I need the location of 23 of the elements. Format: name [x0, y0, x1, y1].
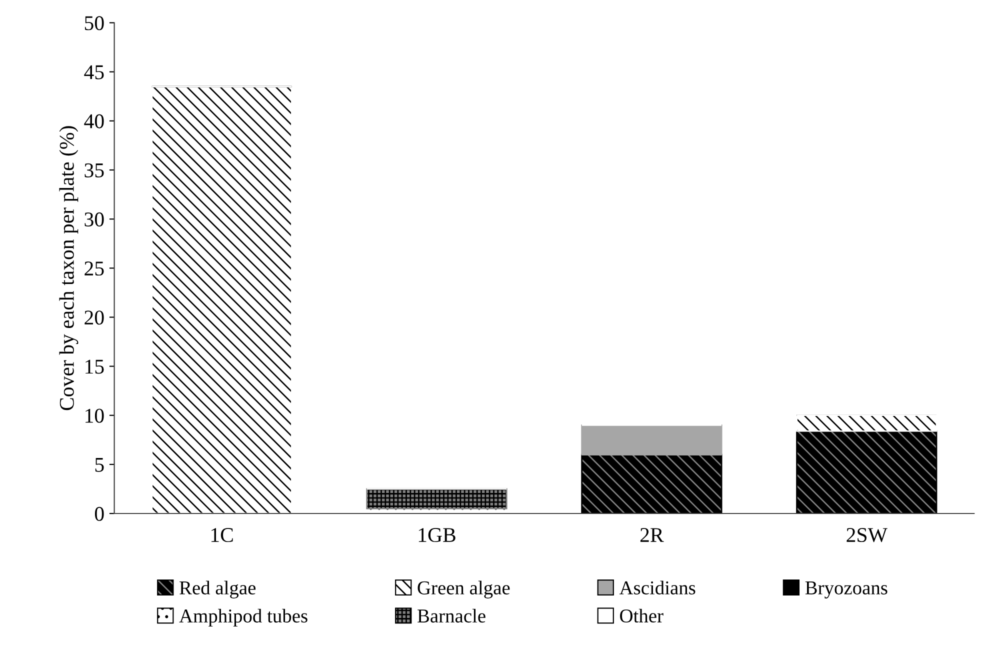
y-tick-label: 30: [84, 212, 104, 226]
y-tick-label: 0: [94, 506, 104, 521]
legend-label: Other: [620, 608, 664, 623]
y-tick-label: 20: [84, 310, 104, 325]
y-axis-title: Cover by each taxon per plate (%): [59, 126, 78, 410]
legend-label: Ascidians: [619, 580, 696, 594]
x-tick-label: 2R: [640, 528, 664, 542]
x-tick-label: 1C: [211, 528, 233, 542]
legend-label: Barnacle: [418, 608, 486, 623]
y-tick-label: 35: [84, 163, 104, 178]
y-tick-label: 50: [84, 16, 104, 30]
y-tick-label: 15: [86, 360, 104, 374]
y-tick-label: 40: [84, 114, 104, 128]
y-tick-label: 25: [84, 262, 104, 276]
y-tick-label: 5: [95, 458, 104, 472]
x-tick-label: 2SW: [846, 528, 888, 542]
x-tick-label: 1GB: [418, 528, 456, 542]
y-tick-label: 10: [86, 408, 104, 423]
y-tick-label: 45: [84, 65, 104, 80]
legend-label: Bryozoans: [805, 582, 888, 598]
legend-label: Amphipod tubes: [179, 608, 308, 627]
legend-label: Red algae: [180, 580, 256, 598]
legend-label: Green algae: [418, 580, 510, 598]
